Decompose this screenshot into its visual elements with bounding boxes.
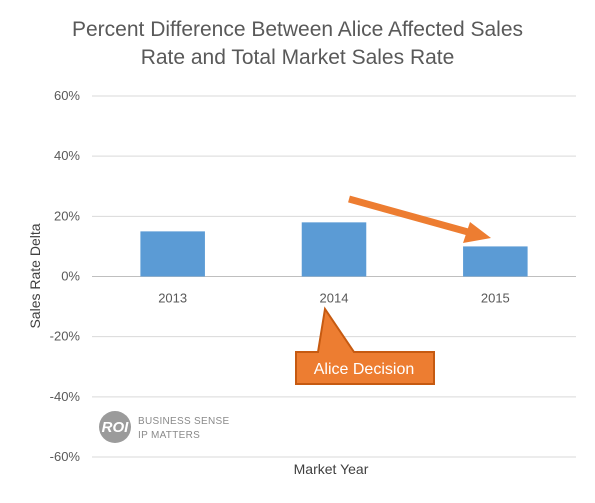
y-axis-title: Sales Rate Delta: [27, 223, 43, 328]
bar-2013: [140, 231, 205, 277]
x-tick-labels: 2013 2014 2015: [158, 291, 510, 306]
grid-lines: [92, 95, 576, 458]
x-tick-label: 2014: [320, 291, 349, 306]
logo-mark: ROI: [102, 419, 130, 436]
y-tick-labels: -60% -40% -20% 0% 20% 40% 60%: [50, 88, 81, 464]
logo-line-2: IP MATTERS: [138, 430, 200, 441]
trend-arrow: [348, 195, 491, 243]
bar-2015: [463, 246, 528, 277]
x-tick-label: 2015: [481, 291, 510, 306]
bar-2014: [301, 222, 367, 277]
x-axis-title: Market Year: [294, 461, 369, 477]
chart-title-line-1: Percent Difference Between Alice Affecte…: [72, 18, 523, 41]
callout-label: Alice Decision: [314, 361, 414, 378]
y-tick-label: 20%: [54, 208, 80, 223]
y-tick-label: 0%: [61, 269, 80, 284]
y-tick-label: -40%: [50, 389, 81, 404]
x-tick-label: 2013: [158, 291, 187, 306]
logo-line-1: BUSINESS SENSE: [138, 416, 229, 427]
chart-title-line-2: Rate and Total Market Sales Rate: [140, 46, 455, 69]
roi-logo: ROI BUSINESS SENSE IP MATTERS: [99, 411, 229, 443]
y-tick-label: 60%: [54, 88, 80, 103]
y-tick-label: -60%: [50, 449, 81, 464]
y-tick-label: -20%: [50, 329, 81, 344]
alice-decision-callout: Alice Decision: [295, 306, 435, 385]
y-tick-label: 40%: [54, 148, 80, 163]
bars: [140, 222, 528, 277]
